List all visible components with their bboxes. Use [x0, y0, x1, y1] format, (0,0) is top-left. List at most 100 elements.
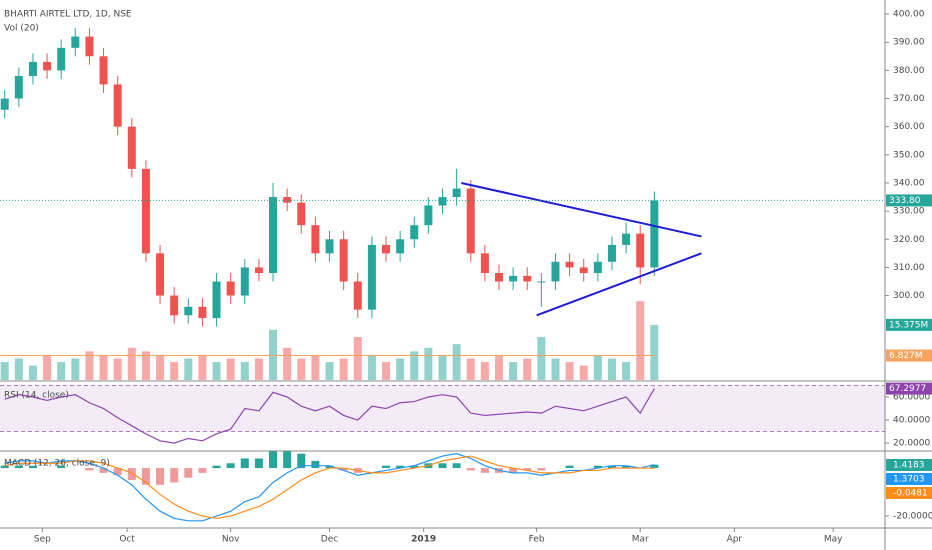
- volume-bar: [269, 329, 278, 380]
- macd-histogram-bar: [339, 468, 348, 471]
- candle-body: [43, 61, 52, 71]
- y-tick-label: 300.00: [893, 291, 925, 301]
- candle-body: [156, 253, 165, 296]
- symbol-title: BHARTI AIRTEL LTD, 1D, NSE: [4, 10, 132, 20]
- macd-histogram-bar: [509, 468, 518, 473]
- volume-bar: [410, 351, 419, 380]
- volume-bar: [339, 358, 348, 380]
- rsi-line: [4, 388, 655, 444]
- volume-bar: [622, 362, 631, 380]
- macd-histogram-bar: [28, 465, 37, 469]
- candle-body: [170, 295, 179, 316]
- candle-body: [438, 197, 447, 206]
- candle-body: [410, 225, 419, 240]
- volume-bar: [367, 354, 376, 380]
- candle-body: [650, 200, 659, 268]
- volume-bar: [212, 362, 221, 380]
- volume-bar: [509, 362, 518, 380]
- x-tick-label: Mar: [632, 535, 649, 545]
- y-tick-label: -20.0000: [893, 512, 932, 522]
- candle-body: [127, 126, 136, 169]
- candle-body: [297, 202, 306, 226]
- volume-bar: [311, 354, 320, 380]
- y-tick-label: 390.00: [893, 38, 925, 48]
- volume-bar: [57, 362, 66, 380]
- candle-body: [85, 36, 94, 57]
- candle-body: [382, 244, 391, 254]
- candle-body: [212, 281, 221, 319]
- y-tick-label: 20.0000: [893, 439, 930, 449]
- macd-histogram-bar: [212, 465, 221, 469]
- volume-bar: [99, 354, 108, 380]
- x-tick-label: Apr: [727, 535, 743, 545]
- y-tick-label: 340.00: [893, 178, 925, 188]
- volume-bar: [283, 347, 292, 380]
- candle-body: [113, 84, 122, 127]
- y-tick-label: 350.00: [893, 150, 925, 160]
- macd-histogram-bar: [410, 465, 419, 469]
- volume-bar: [537, 336, 546, 380]
- macd-histogram-bar: [396, 465, 405, 469]
- volume-bar: [353, 336, 362, 380]
- x-tick-label: Sep: [34, 535, 51, 545]
- macd-histogram-bar: [14, 465, 23, 469]
- y-tick-label: 310.00: [893, 263, 925, 273]
- rsi-label: 67.2977: [889, 384, 926, 394]
- volume-bar: [85, 351, 94, 380]
- macd-histogram-bar: [127, 468, 136, 481]
- macd-histogram-bar: [452, 463, 461, 469]
- candle-body: [226, 281, 235, 296]
- candle-body: [99, 56, 108, 85]
- volume-bar: [0, 362, 9, 380]
- macd-label-bg: [886, 487, 932, 499]
- volume-bar: [156, 354, 165, 380]
- volume-bar: [466, 358, 475, 380]
- candle-body: [57, 47, 66, 71]
- macd-histogram-bar: [141, 468, 150, 485]
- volume-bar: [480, 362, 489, 380]
- candle-body: [551, 261, 560, 282]
- rsi-title: RSI (14, close): [4, 391, 69, 401]
- volume-bar: [523, 358, 532, 380]
- macd-histogram-bar: [57, 465, 66, 469]
- x-tick-label: Nov: [222, 535, 240, 545]
- macd-line: [4, 453, 655, 522]
- macd-histogram-bar: [565, 465, 574, 469]
- macd-histogram-bar: [622, 465, 631, 469]
- candle-body: [353, 281, 362, 310]
- candle-body: [593, 261, 602, 274]
- volume-bar: [141, 351, 150, 380]
- candle-body: [452, 188, 461, 198]
- macd-histogram-bar: [170, 468, 179, 483]
- macd-histogram-bar: [0, 465, 9, 469]
- volume-bar: [226, 358, 235, 380]
- candle-body: [71, 36, 80, 48]
- y-tick-label: 60.0000: [893, 392, 930, 402]
- macd-histogram-bar: [297, 453, 306, 469]
- candle-body: [636, 233, 645, 268]
- candle-body: [311, 225, 320, 254]
- candle-body: [28, 61, 37, 76]
- macd-histogram-bar: [269, 451, 278, 469]
- candle-body: [466, 188, 475, 254]
- macd-histogram-bar: [311, 460, 320, 469]
- macd-hist-label: 1.4183: [893, 461, 925, 471]
- rsi-band: [0, 385, 885, 432]
- volume-ma-label: 6.827M: [889, 351, 923, 361]
- trendline: [461, 181, 702, 238]
- macd-title: MACD (12, 26, close, 9): [4, 459, 110, 469]
- y-tick-label: 40.0000: [893, 416, 930, 426]
- candle-body: [622, 233, 631, 245]
- macd-histogram-bar: [184, 468, 193, 478]
- candle-body: [254, 267, 263, 274]
- candle-body: [509, 275, 518, 282]
- volume-bar: [254, 358, 263, 380]
- signal-value-label: -0.0481: [893, 489, 928, 499]
- candle-body: [0, 98, 9, 110]
- macd-histogram-bar: [480, 468, 489, 473]
- y-tick-label: 330.00: [893, 207, 925, 217]
- candle-body: [565, 261, 574, 268]
- macd-histogram-bar: [85, 468, 94, 471]
- last-price-label-bg: [886, 194, 932, 207]
- volume-bar: [438, 354, 447, 380]
